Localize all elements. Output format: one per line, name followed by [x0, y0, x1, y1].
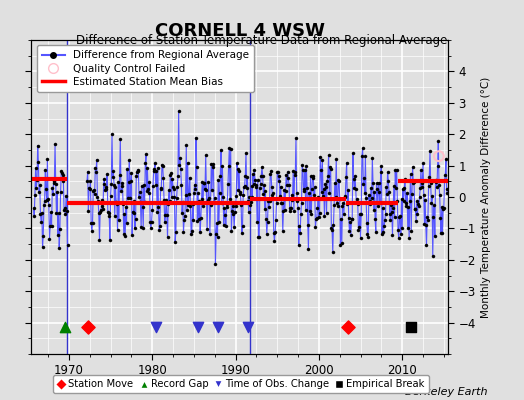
- Title: CORNELL 4 WSW: CORNELL 4 WSW: [155, 22, 325, 40]
- Point: [344, 324, 352, 330]
- Text: Berkeley Earth: Berkeley Earth: [405, 387, 487, 397]
- Point: [435, 153, 443, 159]
- Legend: Difference from Regional Average, Quality Control Failed, Estimated Station Mean: Difference from Regional Average, Qualit…: [37, 45, 254, 92]
- Point: [214, 324, 222, 330]
- Point: [194, 324, 202, 330]
- Point: [84, 324, 92, 330]
- Point: [152, 324, 160, 330]
- Point: [244, 324, 252, 330]
- Point: [61, 324, 69, 330]
- Point: [406, 324, 414, 330]
- Legend: Station Move, Record Gap, Time of Obs. Change, Empirical Break: Station Move, Record Gap, Time of Obs. C…: [53, 375, 429, 393]
- Text: Difference of Station Temperature Data from Regional Average: Difference of Station Temperature Data f…: [77, 34, 447, 47]
- Y-axis label: Monthly Temperature Anomaly Difference (°C): Monthly Temperature Anomaly Difference (…: [482, 76, 492, 318]
